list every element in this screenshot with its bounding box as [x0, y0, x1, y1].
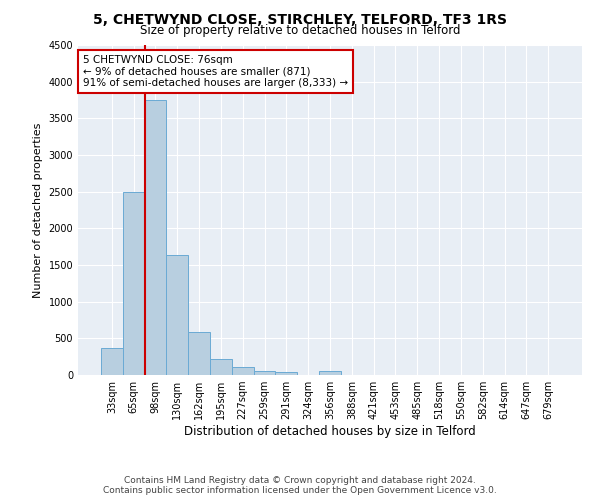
- Bar: [188, 332, 210, 375]
- Bar: [123, 192, 145, 375]
- Bar: [166, 254, 188, 375]
- X-axis label: Distribution of detached houses by size in Telford: Distribution of detached houses by size …: [184, 425, 476, 438]
- Bar: [210, 359, 232, 375]
- Text: Size of property relative to detached houses in Telford: Size of property relative to detached ho…: [140, 24, 460, 37]
- Bar: [275, 372, 297, 375]
- Text: Contains HM Land Registry data © Crown copyright and database right 2024.
Contai: Contains HM Land Registry data © Crown c…: [103, 476, 497, 495]
- Text: 5 CHETWYND CLOSE: 76sqm
← 9% of detached houses are smaller (871)
91% of semi-de: 5 CHETWYND CLOSE: 76sqm ← 9% of detached…: [83, 55, 348, 88]
- Bar: [319, 371, 341, 375]
- Bar: [145, 100, 166, 375]
- Bar: [101, 348, 123, 375]
- Y-axis label: Number of detached properties: Number of detached properties: [33, 122, 43, 298]
- Text: 5, CHETWYND CLOSE, STIRCHLEY, TELFORD, TF3 1RS: 5, CHETWYND CLOSE, STIRCHLEY, TELFORD, T…: [93, 12, 507, 26]
- Bar: [254, 371, 275, 375]
- Bar: [232, 368, 254, 375]
